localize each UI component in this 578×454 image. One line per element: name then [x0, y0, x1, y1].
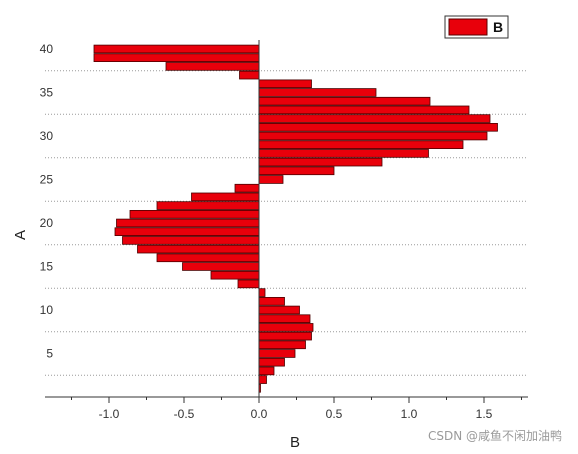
bar: [258, 357, 285, 367]
bar: [258, 105, 470, 115]
bar: [258, 288, 266, 297]
bar: [122, 236, 260, 245]
bar: [258, 157, 383, 167]
legend-label: B: [493, 19, 503, 35]
x-ticks: -1.0 -0.5 0.0 0.5 1.0 1.5: [71, 397, 522, 421]
y-tick-label: 40: [40, 42, 54, 56]
bar: [165, 62, 260, 71]
bar: [237, 279, 260, 289]
x-tick-label: 1.5: [476, 407, 493, 421]
y-tick-label: 25: [40, 173, 54, 187]
bar: [93, 44, 260, 54]
bar: [258, 166, 335, 176]
bar: [137, 244, 260, 254]
bar: [258, 349, 296, 358]
bar: [258, 149, 429, 158]
x-tick-label: -1.0: [99, 407, 120, 421]
bar: [210, 270, 260, 280]
x-tick-label: 0.5: [326, 407, 343, 421]
y-tick-label: 15: [40, 260, 54, 274]
bar: [258, 305, 300, 315]
bar: [93, 53, 260, 62]
gridlines: [45, 70, 528, 376]
bar: [258, 331, 312, 341]
bar: [258, 314, 311, 323]
y-tick-label: 20: [40, 216, 54, 230]
bar: [258, 366, 275, 376]
y-axis-title: A: [12, 230, 29, 240]
x-tick-label: -0.5: [174, 407, 195, 421]
bar: [258, 88, 377, 97]
bar: [258, 296, 285, 306]
bar: [258, 323, 314, 332]
bar: [156, 253, 260, 263]
legend: B: [444, 15, 509, 39]
bar: [258, 96, 431, 106]
x-axis-title: B: [290, 434, 300, 451]
bar-series-b: [93, 44, 498, 393]
bar: [258, 140, 464, 150]
y-tick-label: 30: [40, 129, 54, 143]
axes: [45, 40, 528, 398]
bar: [258, 175, 284, 184]
bar: [258, 375, 267, 384]
bar: [129, 209, 260, 219]
bar: [239, 70, 260, 80]
bar: [191, 192, 260, 202]
bar: [258, 123, 498, 132]
bar: [116, 218, 260, 228]
y-ticks: 5 10 15 20 25 30 35 40: [40, 42, 54, 361]
watermark: CSDN @咸鱼不闲加油鸭: [427, 429, 562, 443]
y-tick-label: 35: [40, 86, 54, 100]
legend-swatch: [448, 18, 488, 36]
bar: [156, 201, 260, 210]
bar: [258, 340, 306, 350]
bar: [182, 262, 260, 271]
x-tick-label: 0.0: [251, 407, 268, 421]
x-tick-label: 1.0: [401, 407, 418, 421]
y-tick-label: 10: [40, 303, 54, 317]
y-tick-label: 5: [46, 347, 53, 361]
bar: [258, 131, 488, 141]
bar: [258, 79, 312, 89]
bar: [114, 227, 260, 237]
bar: [234, 183, 260, 193]
bar: [258, 114, 491, 123]
